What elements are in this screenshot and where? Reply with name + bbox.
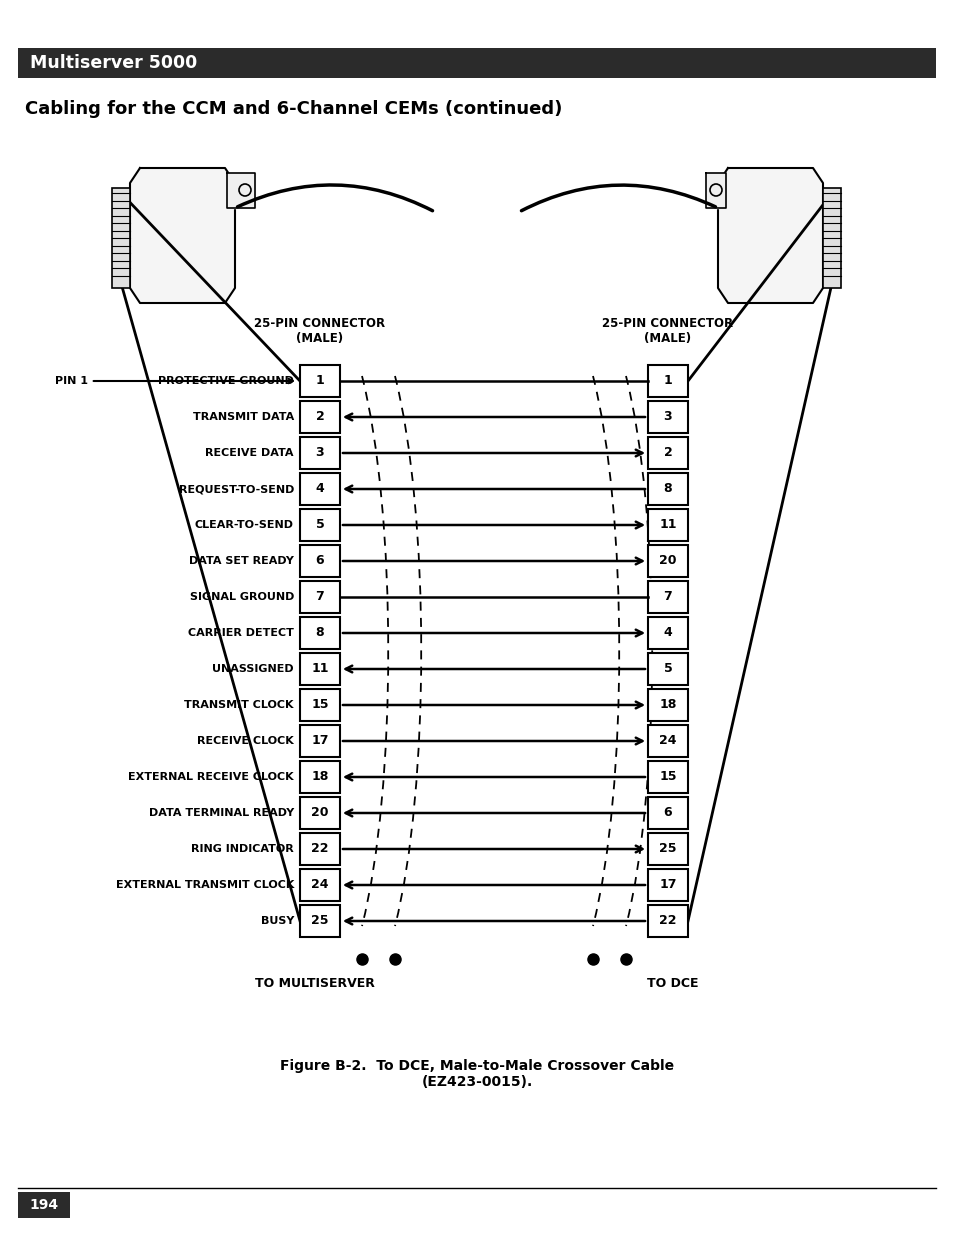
Polygon shape (227, 173, 254, 207)
Bar (299, 761, 339, 793)
Text: 18: 18 (659, 699, 676, 711)
Bar (299, 653, 339, 685)
Text: 15: 15 (659, 771, 676, 783)
Bar (647, 580, 687, 613)
Text: CARRIER DETECT: CARRIER DETECT (188, 629, 294, 638)
Text: 8: 8 (663, 483, 672, 495)
Bar (299, 905, 339, 937)
Text: TRANSMIT CLOCK: TRANSMIT CLOCK (184, 700, 294, 710)
Bar (299, 366, 339, 396)
Text: EXTERNAL TRANSMIT CLOCK: EXTERNAL TRANSMIT CLOCK (115, 881, 294, 890)
Bar (647, 689, 687, 721)
Text: Figure B-2.  To DCE, Male-to-Male Crossover Cable
(EZ423-0015).: Figure B-2. To DCE, Male-to-Male Crossov… (279, 1058, 674, 1089)
Bar (647, 832, 687, 864)
Bar (299, 401, 339, 433)
Bar (299, 545, 339, 577)
Bar (647, 797, 687, 829)
Bar (647, 869, 687, 902)
Text: 20: 20 (311, 806, 329, 820)
Bar (647, 437, 687, 469)
Text: 17: 17 (311, 735, 329, 747)
Text: RECEIVE DATA: RECEIVE DATA (205, 448, 294, 458)
Bar (299, 580, 339, 613)
Text: 20: 20 (659, 555, 676, 568)
Bar (18, 1192, 70, 1218)
Bar (647, 653, 687, 685)
Bar (647, 473, 687, 505)
Text: 6: 6 (315, 555, 324, 568)
Text: 8: 8 (315, 626, 324, 640)
Text: 1: 1 (315, 374, 324, 388)
Bar (299, 832, 339, 864)
Bar (647, 366, 687, 396)
Text: 3: 3 (663, 410, 672, 424)
Text: Multiserver 5000: Multiserver 5000 (30, 54, 197, 72)
Polygon shape (130, 168, 234, 303)
Text: 4: 4 (663, 626, 672, 640)
Text: 22: 22 (659, 914, 676, 927)
Text: Cabling for the CCM and 6-Channel CEMs (continued): Cabling for the CCM and 6-Channel CEMs (… (25, 100, 561, 119)
Text: TRANSMIT DATA: TRANSMIT DATA (193, 412, 294, 422)
Bar (647, 725, 687, 757)
Bar (299, 725, 339, 757)
Bar (822, 188, 841, 288)
Text: 6: 6 (663, 806, 672, 820)
Bar (647, 618, 687, 650)
Text: 25: 25 (311, 914, 329, 927)
Text: BUSY: BUSY (260, 916, 294, 926)
Text: UNASSIGNED: UNASSIGNED (213, 664, 294, 674)
Text: SIGNAL GROUND: SIGNAL GROUND (190, 592, 294, 601)
Text: REQUEST-TO-SEND: REQUEST-TO-SEND (178, 484, 294, 494)
Bar (647, 905, 687, 937)
Text: 25: 25 (659, 842, 676, 856)
Bar (647, 761, 687, 793)
Text: 18: 18 (311, 771, 329, 783)
Text: 24: 24 (311, 878, 329, 892)
Text: 5: 5 (663, 662, 672, 676)
Text: 1: 1 (663, 374, 672, 388)
Text: TO MULTISERVER: TO MULTISERVER (254, 977, 375, 990)
Text: 22: 22 (311, 842, 329, 856)
Bar (299, 797, 339, 829)
Bar (299, 618, 339, 650)
Bar (299, 473, 339, 505)
Text: 15: 15 (311, 699, 329, 711)
Text: 25-PIN CONNECTOR
(MALE): 25-PIN CONNECTOR (MALE) (601, 317, 733, 345)
Text: PIN 1: PIN 1 (55, 375, 293, 387)
Text: TO DCE: TO DCE (646, 977, 698, 990)
Bar (647, 509, 687, 541)
Polygon shape (718, 168, 822, 303)
Text: 4: 4 (315, 483, 324, 495)
Text: 3: 3 (315, 447, 324, 459)
Text: 25-PIN CONNECTOR
(MALE): 25-PIN CONNECTOR (MALE) (254, 317, 385, 345)
Text: 11: 11 (659, 519, 676, 531)
Text: RECEIVE CLOCK: RECEIVE CLOCK (197, 736, 294, 746)
Bar (299, 509, 339, 541)
Text: 7: 7 (315, 590, 324, 604)
Text: RING INDICATOR: RING INDICATOR (191, 844, 294, 853)
Text: CLEAR-TO-SEND: CLEAR-TO-SEND (194, 520, 294, 530)
Text: 17: 17 (659, 878, 676, 892)
Text: 2: 2 (315, 410, 324, 424)
Bar (299, 689, 339, 721)
Bar (18, 48, 935, 78)
Text: 5: 5 (315, 519, 324, 531)
Bar (647, 545, 687, 577)
Bar (647, 401, 687, 433)
Text: DATA TERMINAL READY: DATA TERMINAL READY (149, 808, 294, 818)
Bar (299, 437, 339, 469)
Polygon shape (705, 173, 725, 207)
Text: 194: 194 (30, 1198, 58, 1212)
Text: 11: 11 (311, 662, 329, 676)
Text: 7: 7 (663, 590, 672, 604)
Bar (112, 188, 130, 288)
Text: PROTECTIVE GROUND: PROTECTIVE GROUND (158, 375, 294, 387)
Bar (299, 869, 339, 902)
Text: 24: 24 (659, 735, 676, 747)
Text: EXTERNAL RECEIVE CLOCK: EXTERNAL RECEIVE CLOCK (129, 772, 294, 782)
Text: 2: 2 (663, 447, 672, 459)
Text: DATA SET READY: DATA SET READY (189, 556, 294, 566)
